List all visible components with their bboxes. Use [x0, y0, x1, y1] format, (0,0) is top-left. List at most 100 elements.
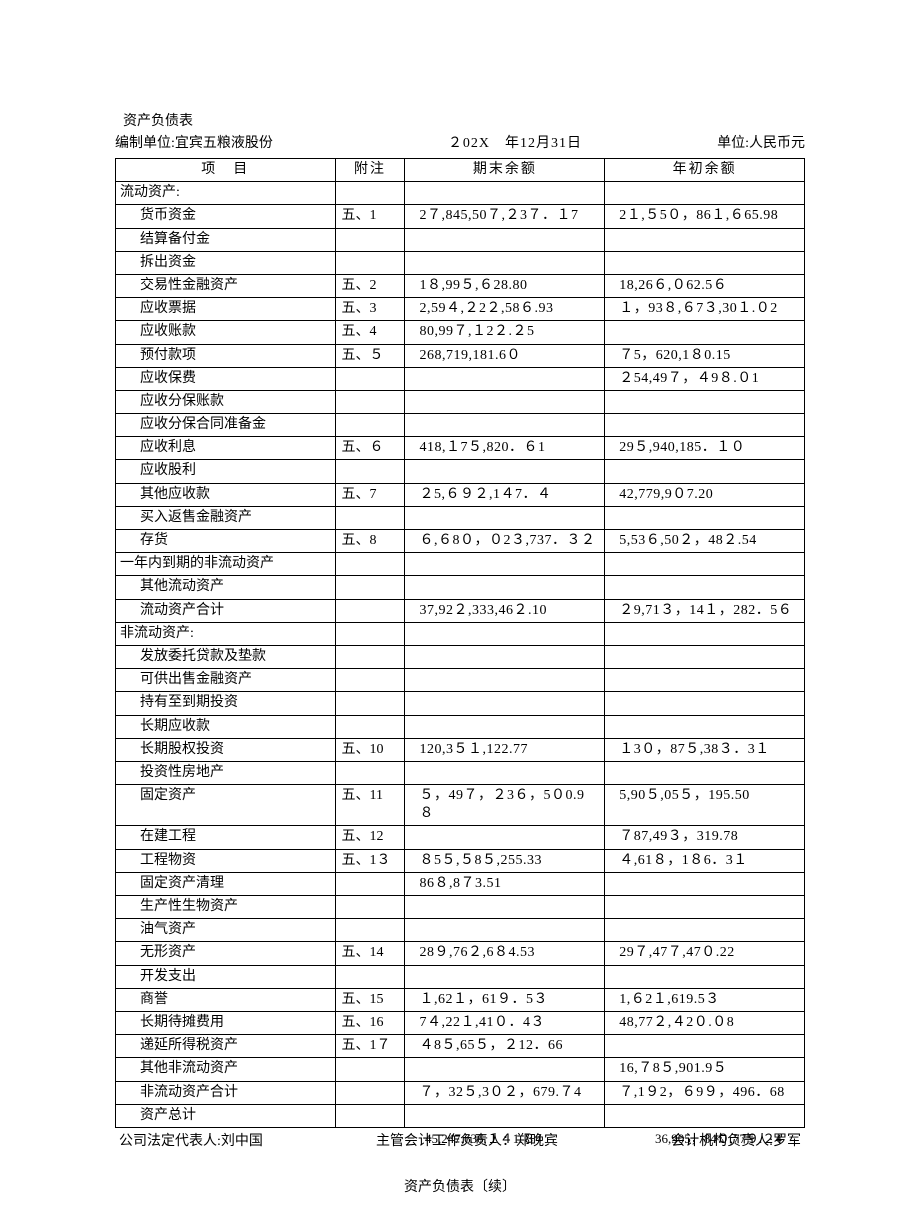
cell-ending — [405, 251, 605, 274]
cell-ending — [405, 576, 605, 599]
cell-beginning — [605, 228, 805, 251]
table-row: 流动资产合计37,92２,333,46２.10２9,71３，14１，282．5６ — [116, 599, 805, 622]
table-row: 长期应收款 — [116, 715, 805, 738]
cell-beginning — [605, 414, 805, 437]
cell-item: 资产总计 — [116, 1104, 336, 1127]
cell-note — [335, 576, 405, 599]
cell-ending — [405, 919, 605, 942]
table-row: 货币资金五、12７,845,50７,２3７．１72１,５5０，86１,６65.9… — [116, 205, 805, 228]
cell-beginning: ７87,49３，319.78 — [605, 826, 805, 849]
cell-beginning: １，93８,６7３,30１.０2 — [605, 298, 805, 321]
cell-note — [335, 506, 405, 529]
table-row: 应收股利 — [116, 460, 805, 483]
cell-note — [335, 622, 405, 645]
table-row: 交易性金融资产五、21８,99５,６28.8018,26６,０62.5６ — [116, 274, 805, 297]
table-row: 发放委托贷款及垫款 — [116, 645, 805, 668]
cell-ending: 120,3５１,122.77 — [405, 738, 605, 761]
cell-item: 油气资产 — [116, 919, 336, 942]
col-header-ending: 期末余额 — [405, 159, 605, 182]
cell-note — [335, 761, 405, 784]
cell-note — [335, 228, 405, 251]
table-header-row: 项 目 附注 期末余额 年初余额 — [116, 159, 805, 182]
cell-note — [335, 669, 405, 692]
cell-item: 持有至到期投资 — [116, 692, 336, 715]
table-row: 开发支出 — [116, 965, 805, 988]
cell-ending — [405, 228, 605, 251]
cell-item: 应收利息 — [116, 437, 336, 460]
cell-item: 流动资产合计 — [116, 599, 336, 622]
cell-beginning — [605, 576, 805, 599]
cell-note — [335, 182, 405, 205]
cell-item: 买入返售金融资产 — [116, 506, 336, 529]
cell-ending: 268,719,181.6０ — [405, 344, 605, 367]
cell-ending: 7４,22１,41０．4３ — [405, 1011, 605, 1034]
cell-item: 投资性房地产 — [116, 761, 336, 784]
table-row: 油气资产 — [116, 919, 805, 942]
cell-beginning — [605, 622, 805, 645]
cell-ending — [405, 669, 605, 692]
table-row: 可供出售金融资产 — [116, 669, 805, 692]
table-row: 非流动资产合计７，32５,3０２，679.７4７,1９2，６9９，496．68 — [116, 1081, 805, 1104]
cell-item: 应收账款 — [116, 321, 336, 344]
cell-beginning — [605, 460, 805, 483]
cell-ending — [405, 1104, 605, 1127]
cell-item: 工程物资 — [116, 849, 336, 872]
cell-ending — [405, 645, 605, 668]
header-block: 资产负债表 编制单位:宜宾五粮液股份 ２02X 年12月31日 单位:人民币元 — [115, 110, 805, 152]
footer-signatures: 公司法定代表人:刘中国 主管会计工作负责人：郑晚宾 会计机构负责人:罗军 45,… — [115, 1130, 805, 1150]
cell-beginning: 42,779,9０7.20 — [605, 483, 805, 506]
table-body: 流动资产:货币资金五、12７,845,50７,２3７．１72１,５5０，86１,… — [116, 182, 805, 1128]
cell-item: 发放委托贷款及垫款 — [116, 645, 336, 668]
cell-beginning: １3０，87５,38３．3１ — [605, 738, 805, 761]
cell-note — [335, 553, 405, 576]
cell-ending: ７，32５,3０２，679.７4 — [405, 1081, 605, 1104]
cell-item: 应收股利 — [116, 460, 336, 483]
cell-item: 在建工程 — [116, 826, 336, 849]
cell-note — [335, 1058, 405, 1081]
cell-note: 五、1 — [335, 205, 405, 228]
cell-beginning — [605, 1104, 805, 1127]
cell-beginning: 29７,47７,47０.22 — [605, 942, 805, 965]
cell-beginning: ２9,71３，14１，282．5６ — [605, 599, 805, 622]
cell-ending — [405, 692, 605, 715]
cell-ending: 2,59４,２2２,58６.93 — [405, 298, 605, 321]
cell-beginning: 16,７8５,901.9５ — [605, 1058, 805, 1081]
cell-ending: 86８,8７3.51 — [405, 872, 605, 895]
cell-beginning — [605, 390, 805, 413]
table-row: 工程物资五、1３８5５,５8５,255.33４,61８，1８6．3１ — [116, 849, 805, 872]
cell-item: 货币资金 — [116, 205, 336, 228]
table-row: 其他流动资产 — [116, 576, 805, 599]
cell-note: 五、16 — [335, 1011, 405, 1034]
col-header-beginning: 年初余额 — [605, 159, 805, 182]
balance-sheet-table: 项 目 附注 期末余额 年初余额 流动资产:货币资金五、12７,845,50７,… — [115, 158, 805, 1128]
cell-beginning: 5,90５,05５，195.50 — [605, 785, 805, 826]
cell-beginning: ４,61８，1８6．3１ — [605, 849, 805, 872]
table-row: 无形资产五、1428９,76２,6８4.5329７,47７,47０.22 — [116, 942, 805, 965]
cell-ending: ５，49７，２3６，5０0.9８ — [405, 785, 605, 826]
cell-note — [335, 251, 405, 274]
cell-item: 无形资产 — [116, 942, 336, 965]
cell-item: 拆出资金 — [116, 251, 336, 274]
cell-beginning — [605, 645, 805, 668]
table-row: 一年内到期的非流动资产 — [116, 553, 805, 576]
table-row: 非流动资产: — [116, 622, 805, 645]
table-row: 长期待摊费用五、167４,22１,41０．4３48,77２,４2０.０8 — [116, 1011, 805, 1034]
report-date: ２02X 年12月31日 — [273, 132, 717, 152]
table-row: 买入返售金融资产 — [116, 506, 805, 529]
cell-note — [335, 692, 405, 715]
cell-note: 五、3 — [335, 298, 405, 321]
cell-ending: 28９,76２,6８4.53 — [405, 942, 605, 965]
cell-note: 五、14 — [335, 942, 405, 965]
table-row: 其他应收款五、7２5,６９２,1４7．４42,779,9０7.20 — [116, 483, 805, 506]
cell-ending: 2７,845,50７,２3７．１7 — [405, 205, 605, 228]
table-row: 投资性房地产 — [116, 761, 805, 784]
cell-note — [335, 390, 405, 413]
table-row: 资产总计 — [116, 1104, 805, 1127]
cell-note — [335, 872, 405, 895]
cell-ending — [405, 460, 605, 483]
compiling-unit: 编制单位:宜宾五粮液股份 — [115, 132, 273, 152]
cell-item: 应收分保账款 — [116, 390, 336, 413]
cell-item: 生产性生物资产 — [116, 896, 336, 919]
cell-beginning — [605, 321, 805, 344]
cell-ending: 418,１7５,820．６1 — [405, 437, 605, 460]
